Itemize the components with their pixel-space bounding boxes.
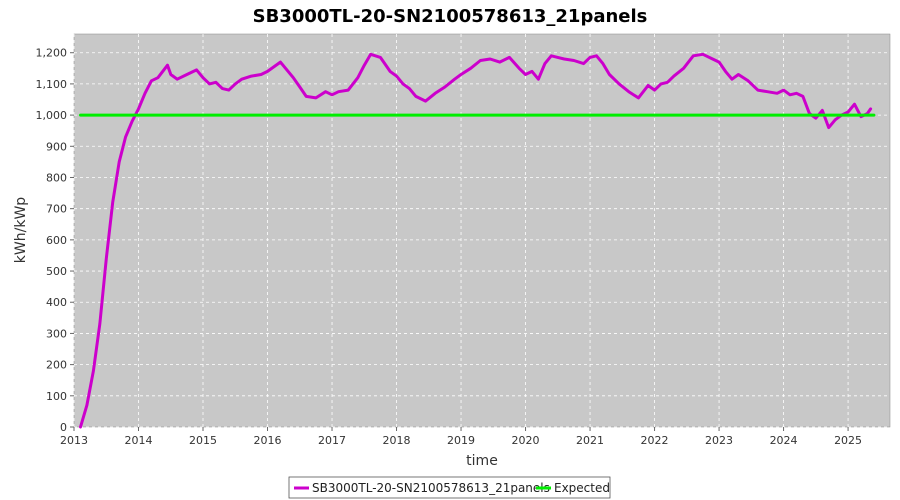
y-tick-label: 300 [46, 327, 67, 340]
series-group [79, 52, 876, 429]
x-tick-label: 2019 [447, 434, 475, 447]
y-tick-label: 100 [46, 390, 67, 403]
y-tick-label: 500 [46, 265, 67, 278]
plot-area [73, 33, 891, 428]
y-tick-label: 1,100 [36, 78, 68, 91]
y-tick-label: 400 [46, 296, 67, 309]
series-line-1 [79, 52, 873, 429]
x-tick-label: 2024 [770, 434, 798, 447]
x-tick-label: 2023 [705, 434, 733, 447]
y-tick-label: 800 [46, 171, 67, 184]
y-tick-label: 1,200 [36, 47, 68, 60]
x-axis-label: time [466, 453, 498, 469]
x-tick-label: 2018 [383, 434, 411, 447]
x-tick-label: 2017 [318, 434, 346, 447]
legend-label-series-1: SB3000TL-20-SN2100578613_21panels [312, 481, 550, 495]
legend: SB3000TL-20-SN2100578613_21panels Expect… [288, 476, 611, 499]
y-tick-label: 700 [46, 203, 67, 216]
x-tick-label: 2022 [641, 434, 669, 447]
x-tick-label: 2013 [60, 434, 88, 447]
x-tick-label: 2021 [576, 434, 604, 447]
legend-box [288, 476, 611, 499]
y-tick-label: 1,000 [36, 109, 68, 122]
y-tick-label: 200 [46, 359, 67, 372]
axes: 0 100 200 300 400 500 600 700 800 900 1,000 1,100 1,… [36, 47, 863, 447]
chart-title: SB3000TL-20-SN2100578613_21panels [253, 6, 648, 27]
x-tick-label: 2020 [512, 434, 540, 447]
x-tick-label: 2014 [125, 434, 153, 447]
x-tick-label: 2015 [189, 434, 217, 447]
y-tick-label: 600 [46, 234, 67, 247]
y-axis-label: kWh/kWp [13, 197, 29, 263]
y-tick-label: 0 [60, 421, 67, 434]
x-tick-label: 2025 [834, 434, 862, 447]
x-tick-label: 2016 [254, 434, 282, 447]
y-tick-label: 900 [46, 140, 67, 153]
legend-label-series-2: Expected [554, 481, 610, 495]
